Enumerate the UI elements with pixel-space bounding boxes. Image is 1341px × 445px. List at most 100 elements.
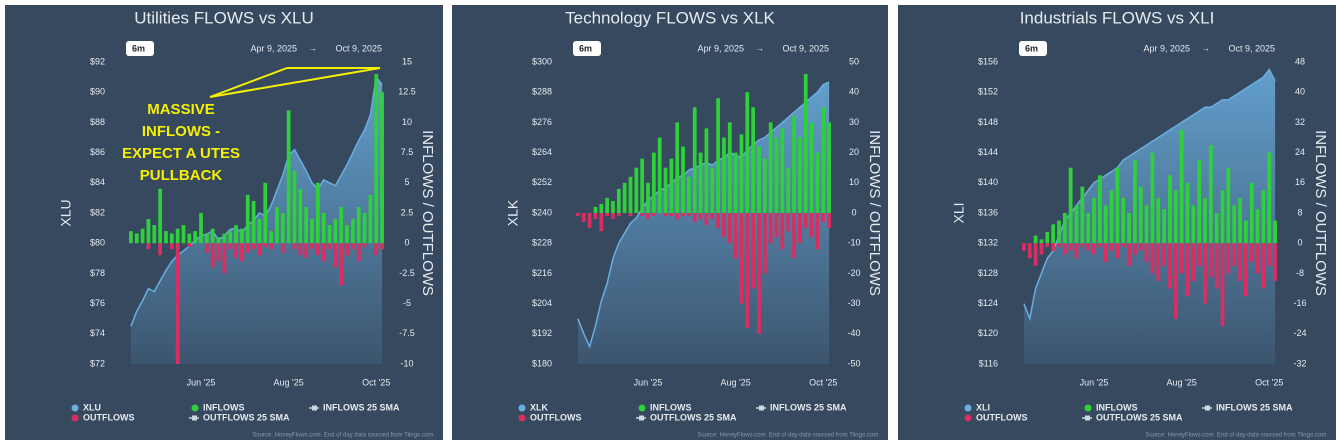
legend-label[interactable]: INFLOWS 25 SMA <box>1216 402 1293 412</box>
y-axis-label: XLU <box>58 199 74 226</box>
y-tick-label: $92 <box>90 56 105 66</box>
y2-tick-label: 0 <box>851 207 856 217</box>
flow-bar <box>269 231 273 244</box>
flow-bar <box>1086 243 1091 251</box>
legend-marker <box>1085 415 1090 421</box>
flow-bar <box>611 213 615 220</box>
flow-bar <box>374 74 379 244</box>
legend-label[interactable]: OUTFLOWS 25 SMA <box>1096 412 1183 422</box>
flow-bar <box>1173 190 1178 244</box>
flow-bar <box>1220 243 1225 327</box>
y-tick-label: $148 <box>978 117 998 127</box>
legend-label[interactable]: OUTFLOWS <box>976 412 1028 422</box>
price-area <box>1023 69 1276 364</box>
flow-bar <box>1238 243 1242 281</box>
flow-bar <box>827 122 831 213</box>
legend-label[interactable]: OUTFLOWS 25 SMA <box>203 412 290 422</box>
range-button[interactable]: 6m <box>1019 41 1047 56</box>
date-arrow: → <box>756 44 764 53</box>
flow-bar <box>1273 220 1277 244</box>
flow-bar <box>1267 243 1272 266</box>
flow-bar <box>692 107 697 213</box>
flow-bar <box>275 206 279 244</box>
y2-tick-label: -7.5 <box>399 328 415 338</box>
date-to: Oct 9, 2025 <box>1228 43 1275 53</box>
flow-bar <box>611 200 615 213</box>
flow-bar <box>234 243 238 258</box>
flow-bar <box>698 152 703 213</box>
flow-bar <box>380 92 384 244</box>
flow-bar <box>1273 243 1277 281</box>
legend-label[interactable]: OUTFLOWS <box>83 412 135 422</box>
flow-bar <box>675 213 680 220</box>
legend-label[interactable]: INFLOWS <box>1096 402 1138 412</box>
flow-bar <box>792 213 796 259</box>
flow-bar <box>692 213 697 223</box>
range-button[interactable]: 6m <box>126 41 154 56</box>
flow-bar <box>1179 129 1184 244</box>
flow-bar <box>216 243 221 262</box>
flow-bar <box>158 188 162 244</box>
y-tick-label: $78 <box>90 268 105 278</box>
range-button-label: 6m <box>579 43 592 53</box>
flow-bar <box>593 213 598 220</box>
legend-label[interactable]: OUTFLOWS 25 SMA <box>650 412 737 422</box>
legend-label[interactable]: XLI <box>976 402 990 412</box>
flow-bar <box>1115 243 1120 259</box>
flow-bar <box>1045 243 1050 247</box>
legend-label[interactable]: XLU <box>83 402 101 412</box>
flow-bar <box>333 243 338 268</box>
flow-bar <box>1068 243 1073 251</box>
y2-tick-label: -16 <box>1293 298 1306 308</box>
legend-marker <box>759 405 764 411</box>
date-to: Oct 9, 2025 <box>335 43 382 53</box>
flow-bar <box>152 225 157 244</box>
flow-bar <box>739 213 744 304</box>
y-tick-label: $288 <box>532 87 552 97</box>
flow-bar <box>175 243 180 364</box>
flow-bar <box>751 107 756 213</box>
y2-tick-label: 20 <box>849 147 859 157</box>
y-tick-label: $228 <box>532 238 552 248</box>
legend-label[interactable]: INFLOWS 25 SMA <box>323 402 400 412</box>
flow-bar <box>774 213 779 238</box>
flow-bar <box>1249 182 1254 244</box>
legend-label[interactable]: INFLOWS 25 SMA <box>770 402 847 412</box>
y-tick-label: $300 <box>532 56 552 66</box>
flow-bar <box>640 213 645 217</box>
flow-bar <box>727 213 732 244</box>
legend-label[interactable]: XLK <box>530 402 549 412</box>
price-line <box>130 75 383 327</box>
flow-bar <box>1115 167 1120 244</box>
y-axis-label: XLI <box>951 202 967 223</box>
flow-bar <box>786 167 791 213</box>
flow-bar <box>1267 152 1272 244</box>
price-area <box>130 77 383 364</box>
y-tick-label: $136 <box>978 207 998 217</box>
legend-label[interactable]: OUTFLOWS <box>530 412 582 422</box>
flow-bar <box>1092 243 1096 255</box>
flow-bar <box>245 243 250 253</box>
flow-bar <box>1208 243 1213 278</box>
y2-tick-label: -50 <box>847 358 860 368</box>
date-arrow: → <box>309 44 317 53</box>
flow-bar <box>733 213 738 259</box>
y-tick-label: $140 <box>978 177 998 187</box>
flow-bar <box>1057 220 1061 244</box>
range-button[interactable]: 6m <box>573 41 601 56</box>
flow-bar <box>581 213 586 223</box>
legend-label[interactable]: INFLOWS <box>650 402 692 412</box>
flow-bar <box>1150 152 1155 244</box>
y2-tick-label: -2.5 <box>399 268 415 278</box>
flow-bar <box>786 213 791 232</box>
flow-bar <box>576 213 580 217</box>
y2-tick-label: -10 <box>847 238 860 248</box>
flow-bar <box>240 243 244 262</box>
flow-bar <box>587 213 592 229</box>
flow-bar <box>646 182 650 213</box>
y2-tick-label: 8 <box>1297 207 1302 217</box>
flow-bar <box>774 137 779 213</box>
flow-bar <box>1173 243 1178 319</box>
y2-tick-label: -24 <box>1293 328 1306 338</box>
legend-label[interactable]: INFLOWS <box>203 402 245 412</box>
